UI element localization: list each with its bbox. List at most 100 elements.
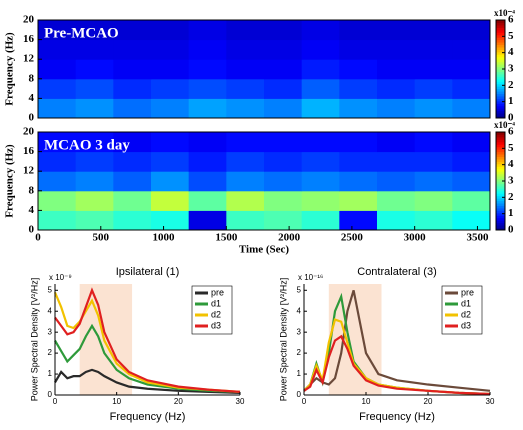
y-tick-label: 16 bbox=[23, 33, 35, 45]
colorbar-step bbox=[496, 168, 505, 172]
heatmap-cell bbox=[339, 190, 378, 211]
colorbar-step bbox=[496, 225, 505, 229]
colorbar-step bbox=[496, 93, 505, 97]
colorbar-step bbox=[496, 136, 505, 140]
heatmap-cell bbox=[377, 20, 416, 41]
heatmap-cell bbox=[264, 151, 303, 172]
heatmap-cell bbox=[38, 59, 77, 80]
heatmap-cell bbox=[452, 20, 491, 41]
colorbar-tick-label: 3 bbox=[508, 63, 514, 75]
heatmap-cell bbox=[226, 171, 265, 192]
heatmap-cell bbox=[151, 59, 190, 80]
colorbar-step bbox=[496, 183, 505, 187]
heatmap-cell bbox=[38, 171, 77, 192]
heatmap-cell bbox=[188, 39, 227, 60]
x-tick-label: 3000 bbox=[404, 232, 427, 244]
x-tick-label: 10 bbox=[362, 397, 371, 406]
y-tick-label: 5 bbox=[48, 285, 53, 294]
heatmap-cell bbox=[38, 78, 77, 99]
heatmap-cell bbox=[188, 210, 227, 231]
x-tick-label: 500 bbox=[93, 232, 110, 244]
colorbar-step bbox=[496, 69, 505, 72]
colorbar-step bbox=[496, 176, 505, 180]
y-tick-label: 16 bbox=[23, 145, 35, 157]
colorbar-step bbox=[496, 115, 505, 119]
y-tick-label: 12 bbox=[23, 53, 35, 65]
heatmap-cell bbox=[188, 98, 227, 119]
y-tick-label: 1 bbox=[297, 369, 302, 378]
y-tick-label: 5 bbox=[297, 285, 302, 294]
colorbar-step bbox=[496, 185, 505, 189]
y-axis-label: Frequency (Hz) bbox=[4, 144, 16, 218]
heatmap-cell bbox=[226, 210, 265, 231]
heatmap-cell bbox=[38, 98, 77, 119]
heatmap-cell bbox=[264, 98, 303, 119]
colorbar-step bbox=[496, 49, 505, 53]
heatmap-cell bbox=[339, 171, 378, 192]
colorbar-step bbox=[496, 171, 505, 175]
y-axis-label: Power Spectral Density [V²/Hz] bbox=[29, 278, 39, 402]
heatmap-cell bbox=[75, 20, 114, 41]
heatmap-cell bbox=[188, 59, 227, 80]
x-tick-label: 0 bbox=[35, 232, 41, 244]
colorbar-step bbox=[496, 71, 505, 75]
heatmap-cell bbox=[75, 210, 114, 231]
colorbar-step bbox=[496, 81, 505, 85]
colorbar-step bbox=[496, 100, 505, 104]
colorbar-tick-label: 5 bbox=[508, 142, 514, 154]
heatmap-cell bbox=[75, 59, 114, 80]
colorbar-tick-label: 0 bbox=[508, 224, 514, 236]
heatmap-cell bbox=[75, 78, 114, 99]
x-tick-label: 20 bbox=[424, 397, 433, 406]
y-tick-label: 0 bbox=[29, 224, 35, 236]
heatmap-cell bbox=[301, 98, 340, 119]
heatmap-cell bbox=[301, 59, 340, 80]
heatmap-cell bbox=[188, 78, 227, 99]
y-tick-label: 0 bbox=[29, 112, 35, 124]
colorbar-step bbox=[496, 24, 505, 28]
heatmap-cell bbox=[452, 132, 491, 153]
panel-label: MCAO 3 day bbox=[44, 137, 130, 153]
heatmap-cell bbox=[38, 39, 77, 60]
colorbar-label: x10⁻⁴ bbox=[494, 120, 515, 130]
heatmap-cell bbox=[452, 59, 491, 80]
y-tick-label: 8 bbox=[29, 184, 35, 196]
colorbar-step bbox=[496, 217, 505, 221]
colorbar-tick-label: 1 bbox=[508, 95, 514, 107]
heatmap-cell bbox=[75, 39, 114, 60]
heatmap-cell bbox=[226, 78, 265, 99]
y-tick-label: 1 bbox=[48, 369, 53, 378]
heatmap-cell bbox=[113, 132, 152, 153]
colorbar-step bbox=[496, 220, 505, 224]
colorbar-step bbox=[496, 156, 505, 160]
heatmap-cell bbox=[75, 132, 114, 153]
heatmap-cell bbox=[38, 151, 77, 172]
heatmap-cell bbox=[113, 20, 152, 41]
colorbar-tick-label: 6 bbox=[508, 14, 514, 26]
colorbar-tick-label: 5 bbox=[508, 30, 514, 42]
x-tick-label: 10 bbox=[112, 397, 121, 406]
colorbar-step bbox=[496, 56, 505, 60]
x-tick-label: 1500 bbox=[215, 232, 238, 244]
heatmap-cell bbox=[113, 39, 152, 60]
heatmap-cell bbox=[301, 210, 340, 231]
y-tick-label: 20 bbox=[23, 14, 35, 26]
heatmap-cell bbox=[226, 20, 265, 41]
colorbar-step bbox=[496, 42, 505, 45]
colorbar-step bbox=[496, 178, 505, 182]
heatmap-cell bbox=[452, 39, 491, 60]
chart-title: Ipsilateral (1) bbox=[116, 266, 180, 278]
colorbar-tick-label: 3 bbox=[508, 175, 514, 187]
series-line bbox=[54, 287, 241, 393]
colorbar-step bbox=[496, 64, 505, 68]
heatmap-cell bbox=[226, 59, 265, 80]
colorbar-step bbox=[496, 190, 505, 194]
heatmap-cell bbox=[414, 59, 453, 80]
heatmap-cell bbox=[339, 20, 378, 41]
series-line bbox=[303, 289, 491, 392]
colorbar-step bbox=[496, 22, 505, 26]
heatmap-cell bbox=[339, 59, 378, 80]
heatmap-cell bbox=[151, 190, 190, 211]
colorbar-step bbox=[496, 181, 505, 184]
heatmap-cell bbox=[264, 59, 303, 80]
